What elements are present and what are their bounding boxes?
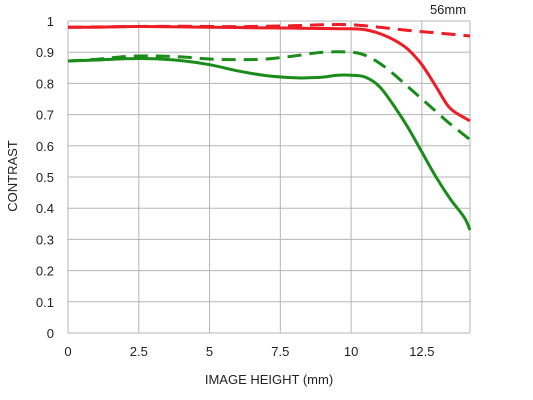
chart-title: 56mm bbox=[430, 2, 466, 17]
x-axis-title: IMAGE HEIGHT (mm) bbox=[205, 372, 333, 387]
y-tick-label: 0 bbox=[47, 326, 54, 341]
y-tick-label: 0.5 bbox=[36, 170, 54, 185]
y-tick-label: 0.6 bbox=[36, 139, 54, 154]
y-tick-label: 1 bbox=[47, 14, 54, 29]
y-tick-label: 0.1 bbox=[36, 295, 54, 310]
x-tick-label: 0 bbox=[64, 344, 71, 359]
y-tick-labels: 0 0.1 0.2 0.3 0.4 0.5 0.6 0.7 0.8 0.9 1 bbox=[36, 14, 54, 341]
y-tick-label: 0.4 bbox=[36, 201, 54, 216]
y-tick-label: 0.2 bbox=[36, 264, 54, 279]
series-line-green-dashed bbox=[67, 50, 471, 141]
x-tick-label: 5 bbox=[206, 344, 213, 359]
series-layer bbox=[67, 23, 472, 231]
series-line-red-solid bbox=[67, 25, 471, 123]
grid bbox=[67, 20, 471, 334]
x-tick-label: 12.5 bbox=[409, 344, 434, 359]
y-tick-label: 0.9 bbox=[36, 45, 54, 60]
x-tick-label: 7.5 bbox=[271, 344, 289, 359]
y-tick-label: 0.8 bbox=[36, 76, 54, 91]
y-tick-label: 0.3 bbox=[36, 232, 54, 247]
series-line-green-solid bbox=[67, 57, 472, 231]
x-tick-labels: 0 2.5 5 7.5 10 12.5 bbox=[64, 344, 434, 359]
x-tick-label: 2.5 bbox=[130, 344, 148, 359]
x-tick-label: 10 bbox=[344, 344, 358, 359]
y-axis-title: CONTRAST bbox=[5, 140, 20, 212]
y-tick-label: 0.7 bbox=[36, 108, 54, 123]
series-line-red-dashed bbox=[67, 23, 471, 38]
